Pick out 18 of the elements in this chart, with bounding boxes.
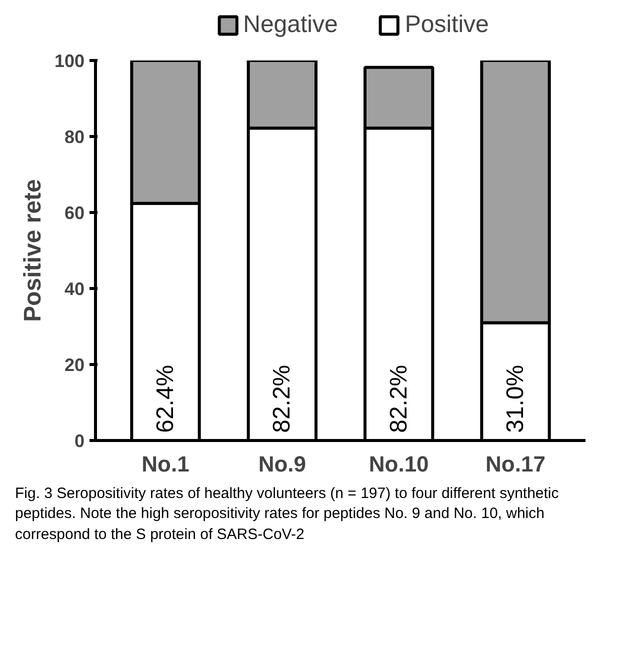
caption: Fig. 3 Seropositivity rates of healthy volunteers (n = 197) to four different synthetic peptides. Note the high seropositivity rates for peptides No. 9 and No. 10, which correspond to the S protein of SARS-CoV-2	[15, 484, 560, 544]
data-label: 82.2%	[268, 364, 296, 433]
x-tick-label: No.10	[368, 452, 429, 476]
y-tick-label: 20	[64, 355, 85, 375]
y-tick-label: 0	[74, 431, 85, 451]
x-tick-label: No.17	[486, 452, 546, 476]
data-label: 82.2%	[385, 364, 412, 433]
y-axis-title: Positive rete	[19, 179, 46, 322]
legend-label: Negative	[243, 11, 338, 39]
legend-label: Positive	[404, 11, 489, 39]
x-tick-label: No.9	[258, 452, 306, 476]
y-tick-label: 80	[64, 127, 85, 147]
y-tick-label: 100	[54, 51, 85, 71]
data-label: 31.0%	[502, 364, 529, 433]
y-tick-label: 60	[64, 203, 85, 223]
x-tick-label: No.1	[142, 452, 190, 476]
data-label: 62.4%	[152, 364, 179, 433]
y-tick-label: 40	[64, 279, 85, 299]
